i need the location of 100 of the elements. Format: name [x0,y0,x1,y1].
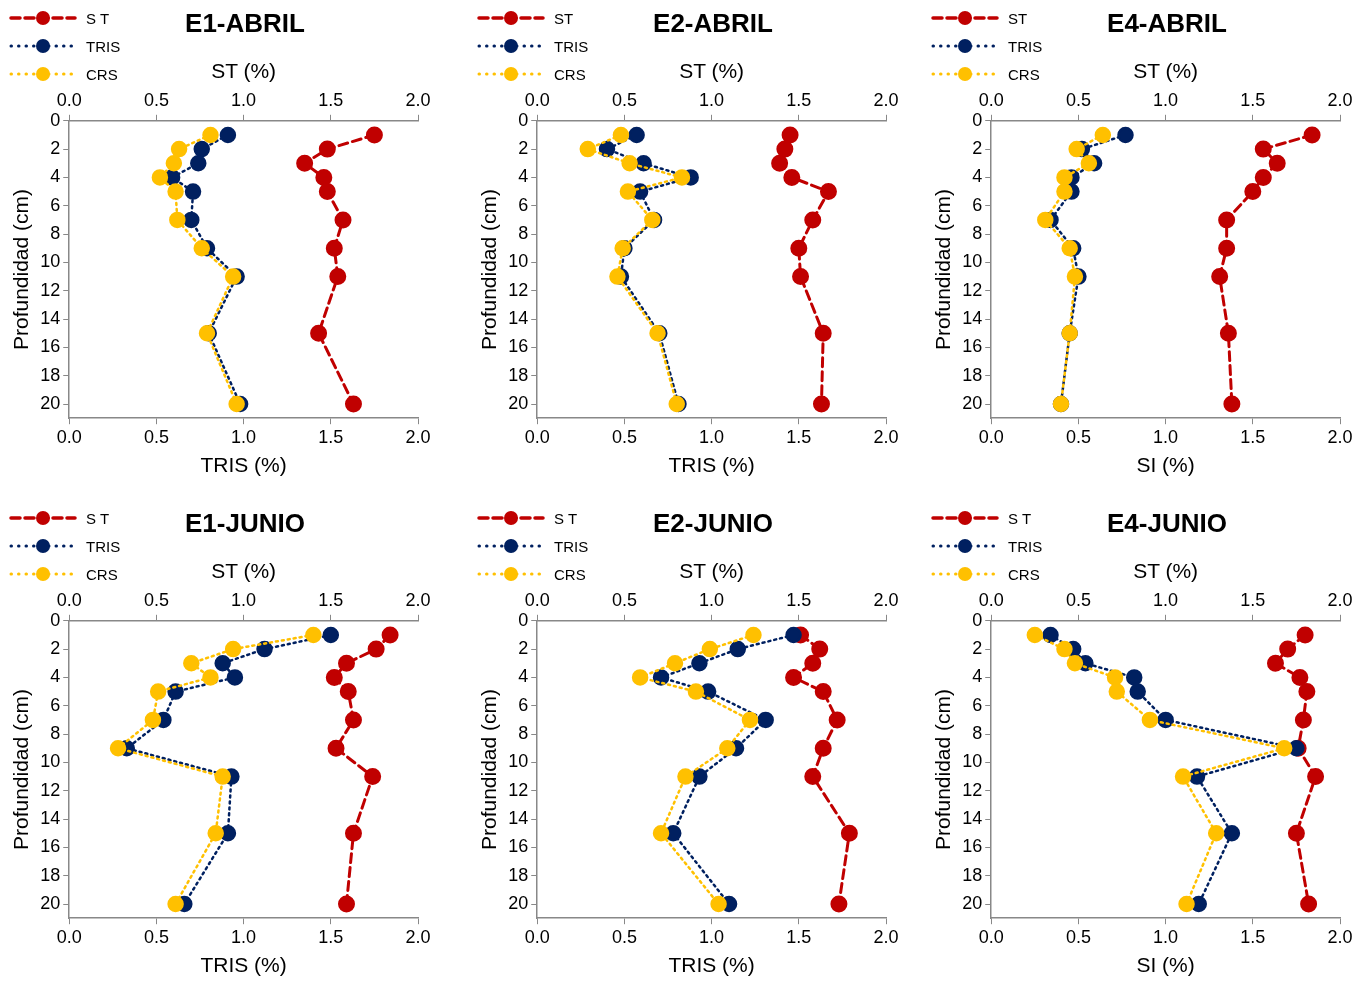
x-tick-label: 2.0 [1327,926,1353,947]
y-axis-title: Profundidad (cm) [9,188,33,351]
legend-label: CRS [554,565,586,583]
y-tick-label: 6 [518,694,529,715]
x-tick-label: 0.0 [978,426,1004,447]
legend-label: S T [86,509,110,527]
x-tick-label: 0.5 [611,426,637,447]
y-tick-label: 0 [518,109,529,130]
legend-label: S T [86,9,110,27]
y-tick-label: 4 [50,166,61,187]
y-tick-label: 0 [50,609,61,630]
y-tick-label: 18 [508,364,529,385]
y-tick-label: 6 [50,694,61,715]
x-tick-label: 1.5 [318,426,344,447]
y-tick-label: 14 [508,308,529,329]
y-axis-title: Profundidad (cm) [477,188,501,351]
y-tick-label: 16 [40,836,61,857]
y-tick-label: 20 [962,393,983,414]
y-tick-label: 10 [40,251,61,272]
y-tick-label: 14 [508,808,529,829]
chart-title: E1-ABRIL [184,8,306,39]
x2-tick-label: 2.0 [1327,89,1353,110]
y-axis-title: Profundidad (cm) [9,688,33,851]
x-tick-label: 0.5 [143,926,169,947]
y-tick-label: 20 [962,893,983,914]
x2-tick-label: 0.5 [611,589,637,610]
y-tick-label: 6 [972,694,983,715]
y-tick-label: 20 [40,393,61,414]
x-tick-label: 1.0 [1153,426,1179,447]
x2-tick-label: 0.5 [1065,589,1091,610]
legend-label: ST [1008,9,1028,27]
y-tick-label: 20 [508,393,529,414]
y-tick-label: 12 [508,279,529,300]
y-tick-label: 18 [40,864,61,885]
y-tick-label: 2 [50,138,61,159]
legend-label: CRS [1008,65,1040,83]
x2-tick-label: 2.0 [873,89,899,110]
x2-tick-label: 0.0 [524,589,550,610]
y-tick-label: 12 [962,779,983,800]
x2-tick-label: 0.0 [56,89,82,110]
x-tick-label: 0.0 [524,926,550,947]
x-tick-label: 2.0 [873,426,899,447]
x2-tick-label: 0.5 [143,589,169,610]
x2-tick-label: 0.5 [143,89,169,110]
x-axis-title: TRIS (%) [668,453,755,477]
y-tick-label: 12 [962,279,983,300]
y-tick-label: 4 [50,666,61,687]
y-tick-label: 2 [518,638,529,659]
x-tick-label: 1.0 [1153,926,1179,947]
x2-tick-label: 0.0 [524,89,550,110]
y-tick-label: 8 [518,223,529,244]
x-tick-label: 2.0 [1327,426,1353,447]
x2-axis-title: ST (%) [679,559,745,583]
legend-label: TRIS [554,537,589,555]
y-tick-label: 16 [40,336,61,357]
x2-axis-title: ST (%) [1133,59,1199,83]
chart-title: E4-JUNIO [1106,508,1228,539]
x2-tick-label: 0.0 [56,589,82,610]
x-tick-label: 1.5 [786,926,812,947]
y-tick-label: 6 [50,194,61,215]
y-tick-label: 10 [508,751,529,772]
legend-label: S T [1008,509,1032,527]
x2-tick-label: 1.0 [699,589,725,610]
legend-label: TRIS [1008,37,1043,55]
x-axis-title: SI (%) [1136,953,1195,977]
chart-title: E4-ABRIL [1106,8,1228,39]
y-tick-label: 8 [518,723,529,744]
x2-tick-label: 1.0 [231,89,257,110]
x2-tick-label: 1.5 [318,89,344,110]
x2-tick-label: 0.5 [1065,89,1091,110]
y-tick-label: 18 [962,364,983,385]
chart-title: E2-ABRIL [652,8,774,39]
x2-tick-label: 0.0 [978,89,1004,110]
y-tick-label: 2 [518,138,529,159]
x-tick-label: 0.0 [978,926,1004,947]
x-tick-label: 1.0 [231,926,257,947]
y-tick-label: 0 [518,609,529,630]
x-tick-label: 1.5 [1240,426,1266,447]
x-tick-label: 2.0 [405,426,431,447]
y-axis-title: Profundidad (cm) [477,688,501,851]
y-tick-label: 2 [972,638,983,659]
x-tick-label: 1.5 [786,426,812,447]
y-tick-label: 4 [972,666,983,687]
y-tick-label: 18 [40,364,61,385]
y-tick-label: 16 [962,836,983,857]
y-tick-label: 12 [508,779,529,800]
x-tick-label: 0.5 [1065,426,1091,447]
y-tick-label: 4 [972,166,983,187]
x2-axis-title: ST (%) [211,59,277,83]
y-axis-title: Profundidad (cm) [931,688,955,851]
y-tick-label: 16 [508,336,529,357]
x-axis-title: TRIS (%) [200,953,287,977]
y-tick-label: 14 [40,808,61,829]
x2-tick-label: 0.5 [611,89,637,110]
x2-tick-label: 1.0 [231,589,257,610]
y-tick-label: 10 [508,251,529,272]
x2-tick-label: 0.0 [978,589,1004,610]
x-tick-label: 0.5 [611,926,637,947]
x2-tick-label: 1.0 [1153,89,1179,110]
x-tick-label: 1.0 [699,926,725,947]
